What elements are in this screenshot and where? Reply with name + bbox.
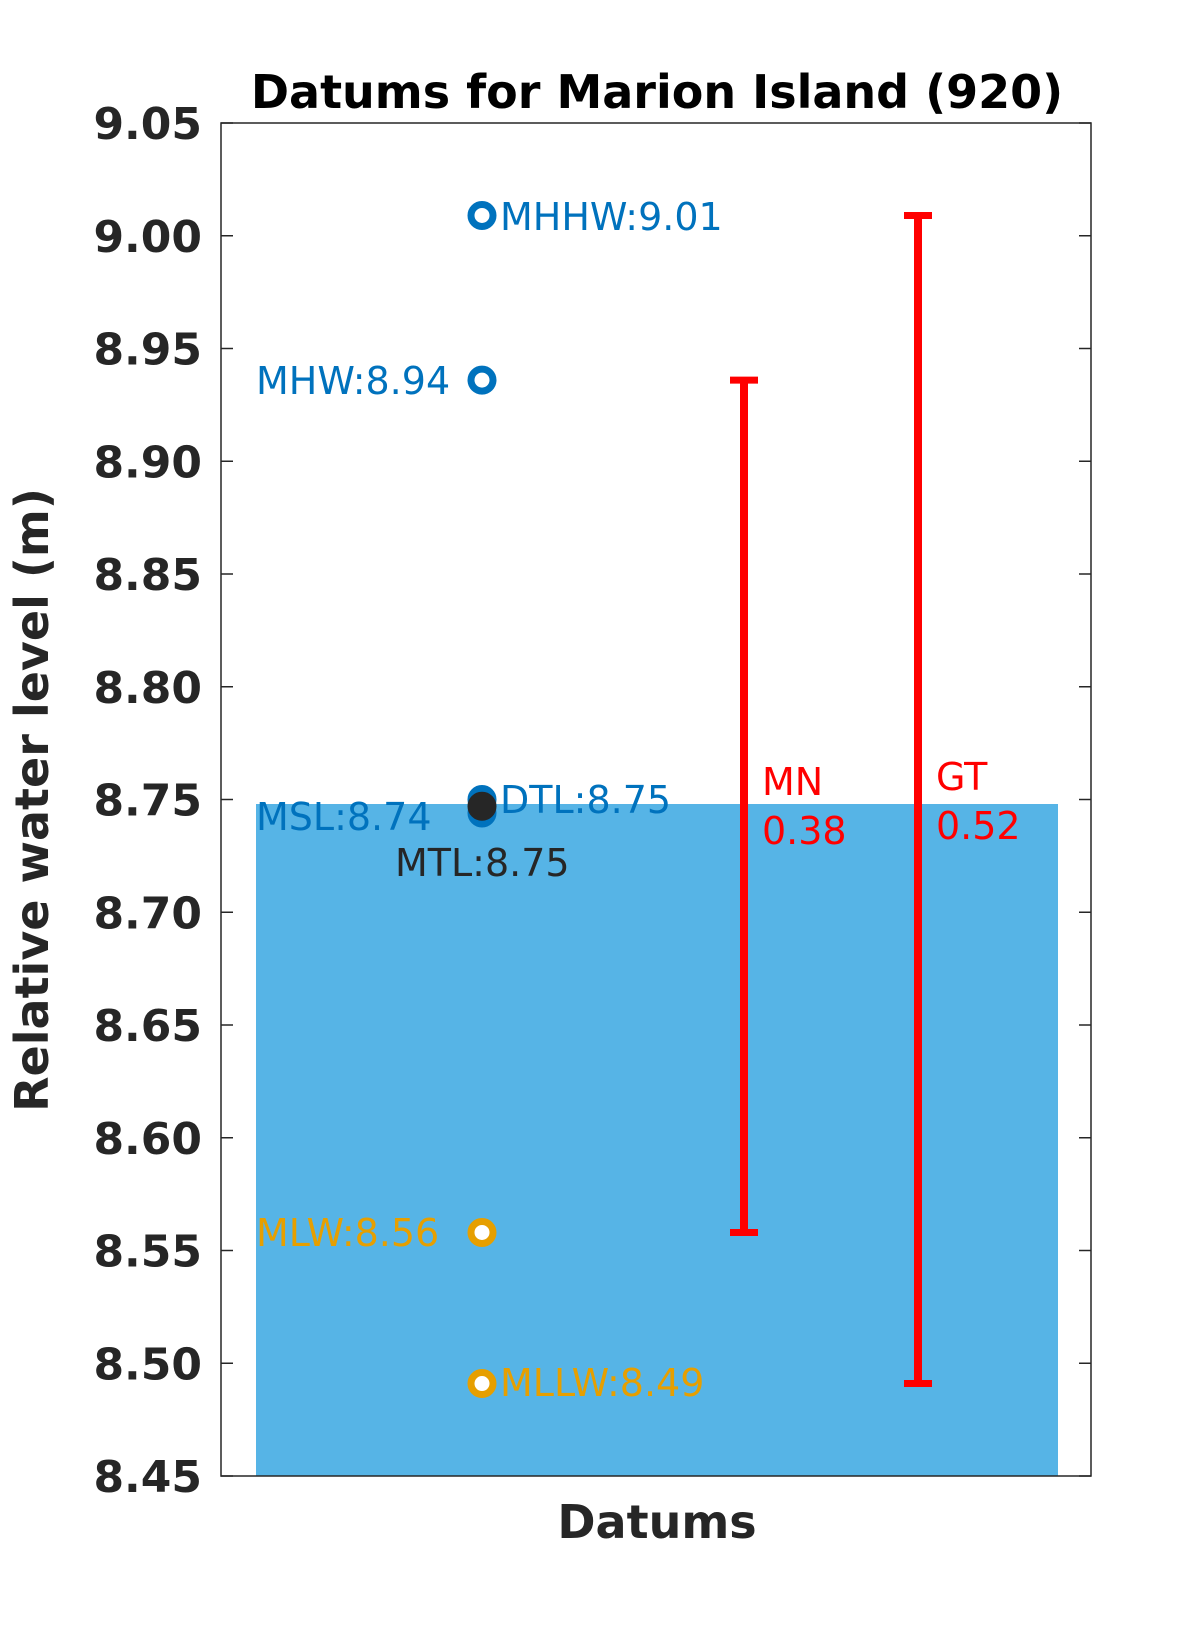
datum-label-dtl: DTL:8.75 — [500, 778, 671, 822]
y-tick-label: 8.45 — [93, 1452, 202, 1503]
datum-marker-mlw — [467, 1217, 497, 1247]
y-tick-label: 8.70 — [93, 888, 202, 939]
y-tick-label: 8.80 — [93, 663, 202, 714]
datum-label-mtl: MTL:8.75 — [395, 841, 570, 885]
range-value-label: 0.52 — [936, 804, 1021, 848]
y-tick-label: 8.85 — [93, 550, 202, 601]
y-tick-label: 8.60 — [93, 1114, 202, 1165]
y-tick-label: 8.95 — [93, 325, 202, 376]
range-name-label: MN — [762, 760, 823, 804]
y-tick-label: 9.00 — [93, 212, 202, 263]
y-tick-label: 8.90 — [93, 437, 202, 488]
datum-marker-mllw — [467, 1369, 497, 1399]
datum-label-msl: MSL:8.74 — [256, 795, 432, 839]
x-axis-label: Datums — [557, 1495, 756, 1549]
y-tick-label: 8.65 — [93, 1001, 202, 1052]
range-value-label: 0.38 — [762, 809, 847, 853]
y-axis-label: Relative water level (m) — [5, 488, 59, 1112]
datum-marker-mtl — [467, 791, 497, 821]
y-tick-label: 8.55 — [93, 1227, 202, 1278]
datum-label-mhw: MHW:8.94 — [256, 359, 450, 403]
datum-label-mhhw: MHHW:9.01 — [500, 195, 723, 239]
chart-title: Datums for Marion Island (920) — [251, 65, 1063, 119]
y-tick-label: 9.05 — [93, 99, 202, 150]
datum-label-mlw: MLW:8.56 — [256, 1211, 439, 1255]
water-level-fill — [256, 804, 1058, 1476]
y-tick-label: 8.75 — [93, 776, 202, 827]
datum-label-mllw: MLLW:8.49 — [500, 1361, 704, 1405]
range-name-label: GT — [936, 755, 988, 799]
plot-area: 8.45 8.50 8.55 8.60 8.65 8.70 8.75 8.80 8.85 8.90… — [93, 99, 1092, 1503]
datum-marker-mhhw — [467, 200, 497, 230]
datum-marker-mhw — [467, 365, 497, 395]
y-tick-label: 8.50 — [93, 1339, 202, 1390]
